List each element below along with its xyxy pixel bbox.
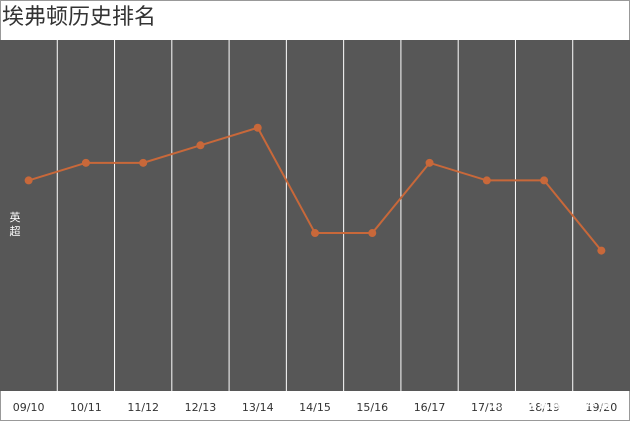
point: [81, 158, 90, 167]
point: [139, 158, 148, 167]
x-tick-label: 11/12: [127, 401, 159, 414]
x-tick-label: 16/17: [414, 401, 446, 414]
x-tick-label: 10/11: [70, 401, 102, 414]
x-tick-label: 17/18: [471, 401, 503, 414]
point: [482, 176, 491, 185]
x-tick-label: 19/20: [586, 401, 618, 414]
point: [311, 229, 319, 238]
point: [196, 141, 205, 150]
x-tick-label: 09/10: [13, 401, 45, 414]
x-tick-label: 13/14: [242, 401, 274, 414]
point: [368, 229, 377, 238]
y-axis-label: 英超: [10, 210, 21, 238]
point: [597, 246, 606, 255]
point: [253, 123, 262, 132]
point: [540, 176, 549, 185]
x-tick-label: 12/13: [185, 401, 217, 414]
watermark: 头条 @正能量体育: [487, 394, 612, 412]
x-tick-label: 18/19: [528, 401, 560, 414]
chart-title: 埃弗顿历史排名: [2, 5, 156, 30]
plot-area: [0, 40, 630, 391]
x-tick-label: 15/16: [356, 401, 388, 414]
point: [24, 176, 33, 185]
point: [425, 158, 434, 167]
x-tick-label: 14/15: [299, 401, 331, 414]
